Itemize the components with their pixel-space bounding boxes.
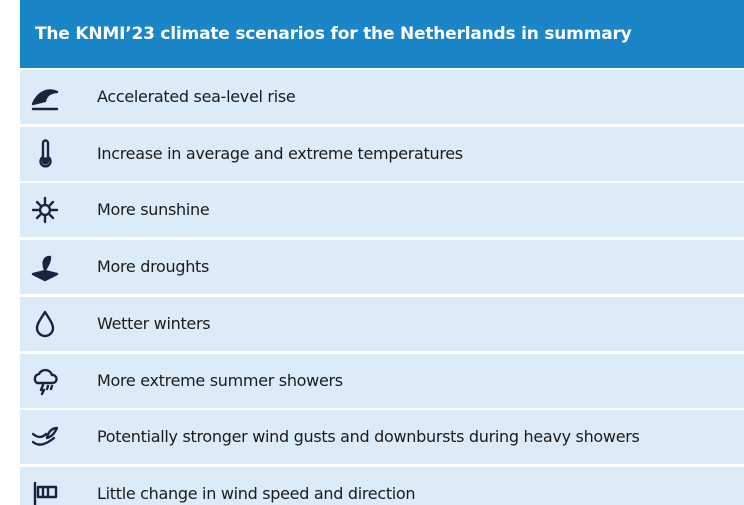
row-text: Increase in average and extreme temperat… [97,143,463,163]
row-icon [39,139,52,168]
row-icon [31,89,59,111]
table-row: Accelerated sea-level rise [20,70,744,124]
row-text: Wetter winters [97,313,211,333]
row-icon [31,426,59,446]
row-text: More droughts [97,257,210,277]
table-row: Wetter winters [20,296,744,351]
row-icon [31,255,59,282]
row-text: Little change in wind speed and directio… [97,483,416,503]
table-row: Little change in wind speed and directio… [20,466,744,505]
summary-table: The KNMI’23 climate scenarios for the Ne… [20,0,744,505]
row-icon [35,310,55,337]
row-text: More sunshine [97,200,210,220]
row-text: Potentially stronger wind gusts and down… [97,427,640,447]
row-icon [31,197,59,224]
row-text: More extreme summer showers [97,370,343,390]
table-header: The KNMI’23 climate scenarios for the Ne… [20,0,744,68]
row-icon [33,368,58,395]
row-icon [33,481,58,505]
table-row: More sunshine [20,183,744,238]
table-row: More droughts [20,240,744,295]
table-row: More extreme summer showers [20,353,744,408]
table-row: Increase in average and extreme temperat… [20,126,744,181]
table-row: Potentially stronger wind gusts and down… [20,410,744,465]
row-text: Accelerated sea-level rise [97,87,296,106]
